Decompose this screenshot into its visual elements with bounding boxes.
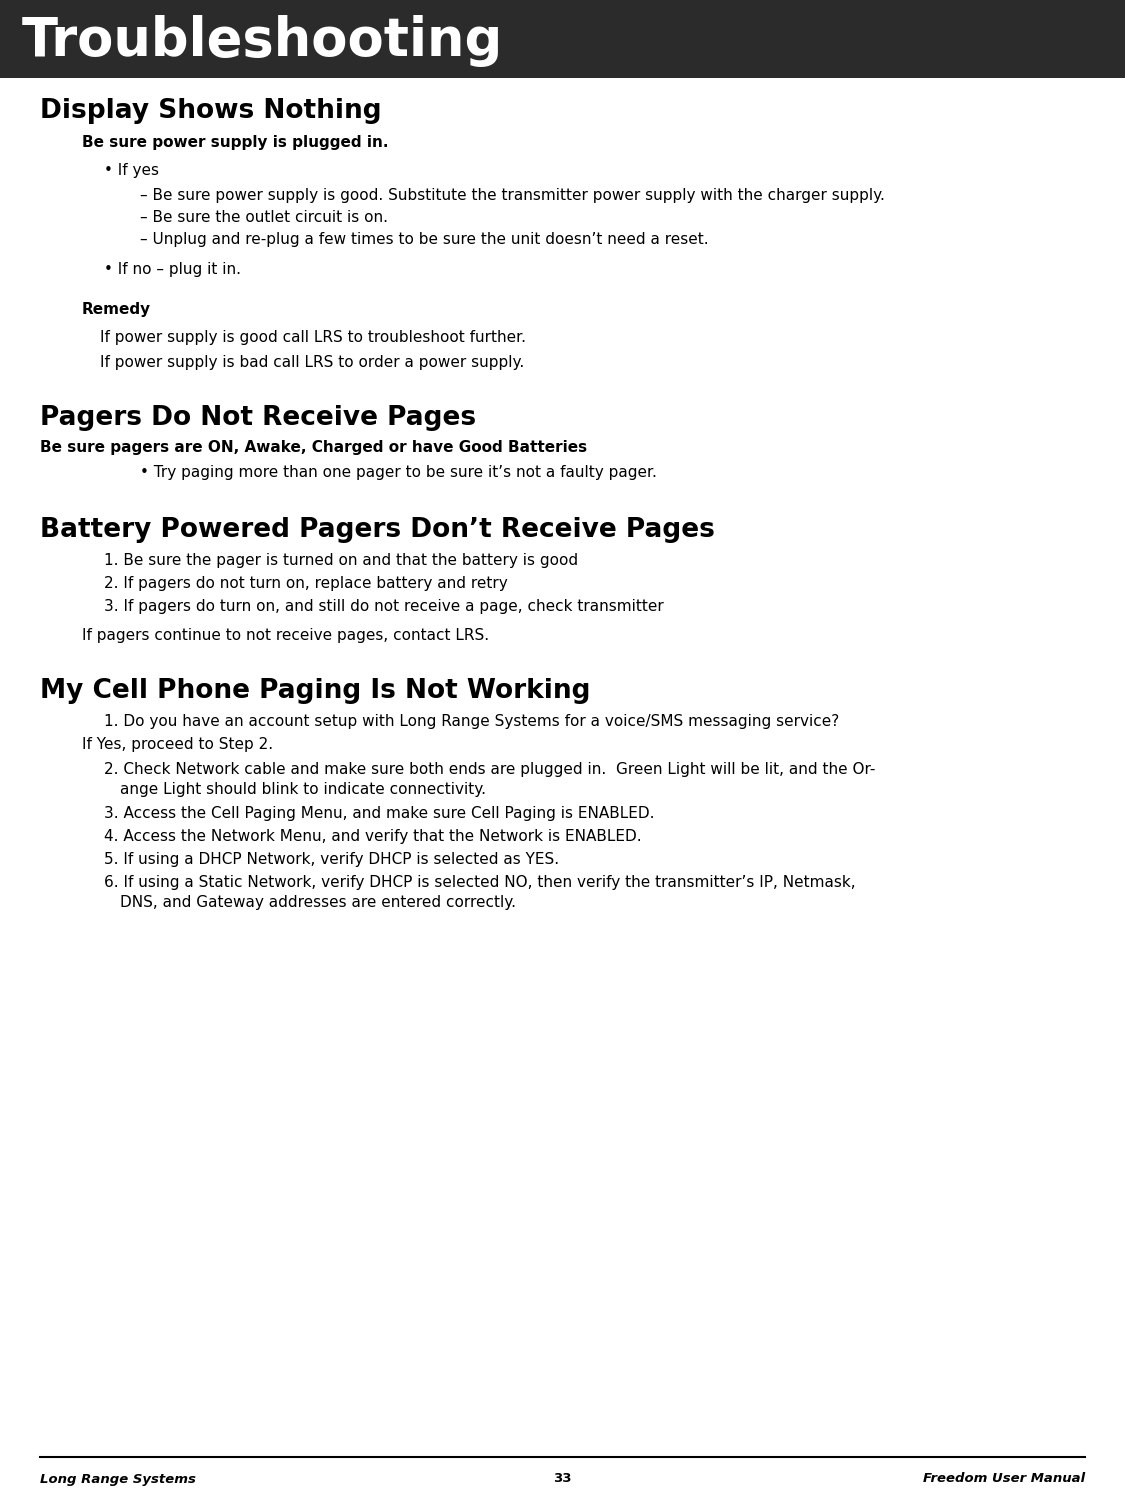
Text: – Be sure the outlet circuit is on.: – Be sure the outlet circuit is on. (140, 209, 388, 225)
Text: If Yes, proceed to Step 2.: If Yes, proceed to Step 2. (82, 737, 273, 752)
Text: – Unplug and re-plug a few times to be sure the unit doesn’t need a reset.: – Unplug and re-plug a few times to be s… (140, 232, 709, 247)
Text: • If yes: • If yes (104, 163, 159, 178)
Text: ange Light should blink to indicate connectivity.: ange Light should blink to indicate conn… (120, 782, 486, 797)
Text: Display Shows Nothing: Display Shows Nothing (40, 98, 381, 124)
Text: If power supply is bad call LRS to order a power supply.: If power supply is bad call LRS to order… (100, 356, 524, 371)
Text: 1. Do you have an account setup with Long Range Systems for a voice/SMS messagin: 1. Do you have an account setup with Lon… (104, 714, 839, 729)
Text: Battery Powered Pagers Don’t Receive Pages: Battery Powered Pagers Don’t Receive Pag… (40, 517, 714, 543)
Text: 2. If pagers do not turn on, replace battery and retry: 2. If pagers do not turn on, replace bat… (104, 576, 507, 591)
Text: Be sure pagers are ON, Awake, Charged or have Good Batteries: Be sure pagers are ON, Awake, Charged or… (40, 440, 587, 455)
Text: 3. Access the Cell Paging Menu, and make sure Cell Paging is ENABLED.: 3. Access the Cell Paging Menu, and make… (104, 806, 655, 821)
Text: 1. Be sure the pager is turned on and that the battery is good: 1. Be sure the pager is turned on and th… (104, 553, 578, 568)
Text: Pagers Do Not Receive Pages: Pagers Do Not Receive Pages (40, 405, 476, 431)
Text: If pagers continue to not receive pages, contact LRS.: If pagers continue to not receive pages,… (82, 628, 489, 643)
Text: 3. If pagers do turn on, and still do not receive a page, check transmitter: 3. If pagers do turn on, and still do no… (104, 598, 664, 613)
Text: 5. If using a DHCP Network, verify DHCP is selected as YES.: 5. If using a DHCP Network, verify DHCP … (104, 851, 559, 867)
Text: DNS, and Gateway addresses are entered correctly.: DNS, and Gateway addresses are entered c… (120, 895, 516, 910)
Text: – Be sure power supply is good. Substitute the transmitter power supply with the: – Be sure power supply is good. Substitu… (140, 188, 885, 203)
Text: • If no – plug it in.: • If no – plug it in. (104, 262, 241, 277)
Text: If power supply is good call LRS to troubleshoot further.: If power supply is good call LRS to trou… (100, 330, 526, 345)
Text: 33: 33 (554, 1472, 572, 1486)
Text: 2. Check Network cable and make sure both ends are plugged in.  Green Light will: 2. Check Network cable and make sure bot… (104, 763, 875, 778)
Text: 4. Access the Network Menu, and verify that the Network is ENABLED.: 4. Access the Network Menu, and verify t… (104, 829, 641, 844)
Text: Freedom User Manual: Freedom User Manual (922, 1472, 1084, 1486)
Text: Long Range Systems: Long Range Systems (40, 1472, 196, 1486)
Text: Be sure power supply is plugged in.: Be sure power supply is plugged in. (82, 136, 388, 151)
Text: My Cell Phone Paging Is Not Working: My Cell Phone Paging Is Not Working (40, 678, 591, 704)
Text: Troubleshooting: Troubleshooting (22, 15, 503, 66)
Bar (0, 0, 1125, 78)
Text: 6. If using a Static Network, verify DHCP is selected NO, then verify the transm: 6. If using a Static Network, verify DHC… (104, 876, 856, 891)
Text: • Try paging more than one pager to be sure it’s not a faulty pager.: • Try paging more than one pager to be s… (140, 466, 657, 481)
Text: Remedy: Remedy (82, 301, 151, 316)
